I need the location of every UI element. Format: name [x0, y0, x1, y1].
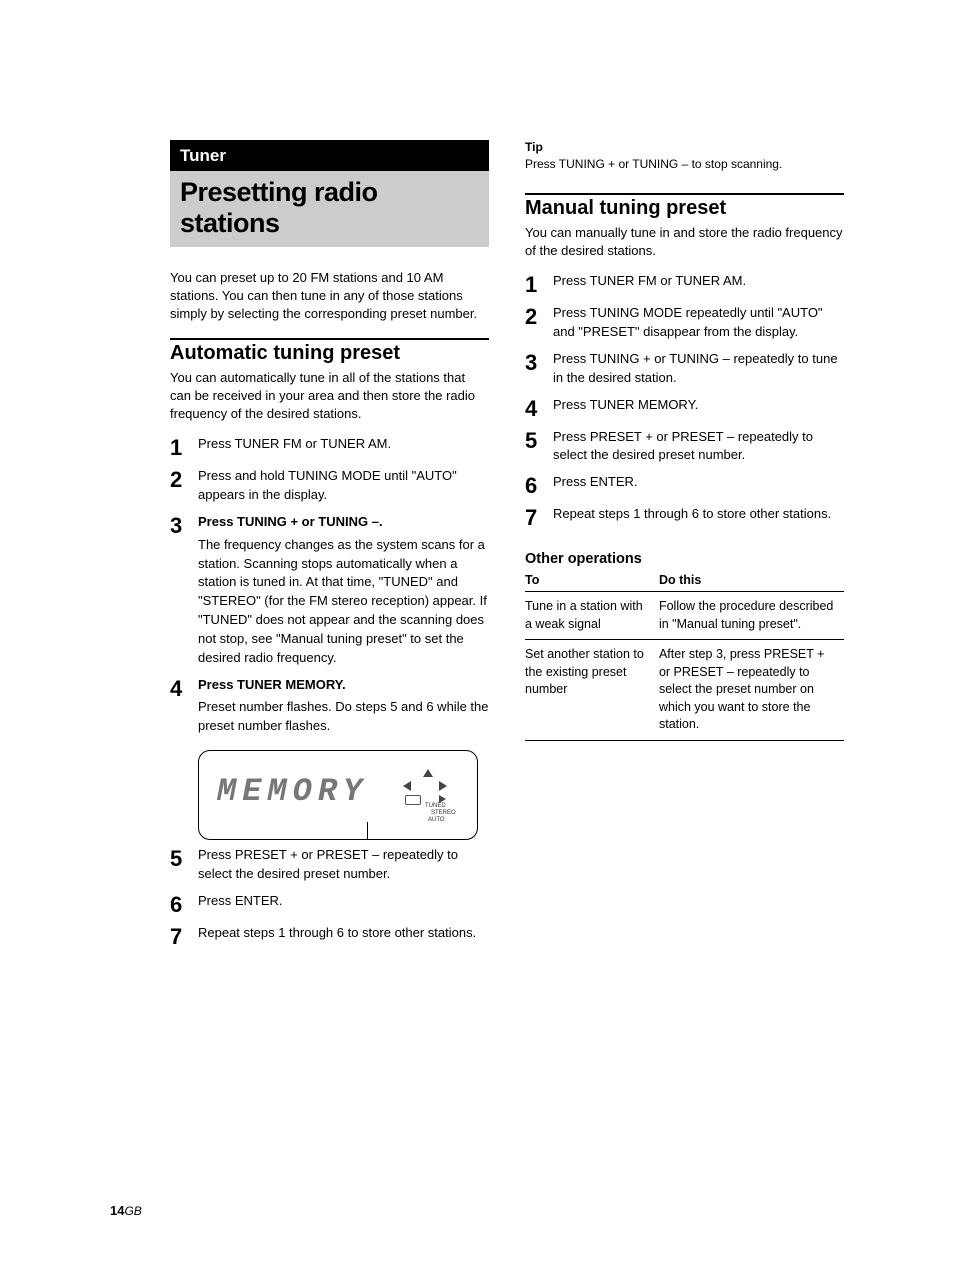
step-text: Press PRESET + or PRESET – repeatedly to…	[198, 846, 489, 884]
left-arrow-icon	[403, 781, 411, 791]
step-continuation: The frequency changes as the system scan…	[198, 536, 489, 668]
step-item: 7 Repeat steps 1 through 6 to store othe…	[170, 924, 489, 948]
steps-list-auto-cont: 5 Press PRESET + or PRESET – repeatedly …	[170, 846, 489, 948]
table-header-do: Do this	[659, 569, 844, 592]
step-item: 3 Press TUNING + or TUNING –. The freque…	[170, 513, 489, 668]
table-cell: Set another station to the existing pres…	[525, 640, 659, 741]
step-number: 6	[170, 892, 198, 916]
up-arrow-icon	[423, 769, 433, 777]
other-operations-table: To Do this Tune in a station with a weak…	[525, 569, 844, 741]
page-number-suffix: GB	[124, 1204, 141, 1218]
manual-page: Tuner Presetting radio stations You can …	[0, 0, 954, 1270]
tip-label: Tip	[525, 140, 844, 154]
table-cell: After step 3, press PRESET + or PRESET –…	[659, 640, 844, 741]
step-item: 1 Press TUNER FM or TUNER AM.	[170, 435, 489, 459]
intro-paragraph: You can preset up to 20 FM stations and …	[170, 269, 489, 324]
step-item: 4 Press TUNER MEMORY.	[525, 396, 844, 420]
step-text: Repeat steps 1 through 6 to store other …	[553, 505, 844, 529]
display-text: MEMORY	[217, 773, 368, 810]
step-number: 4	[525, 396, 553, 420]
left-column: Tuner Presetting radio stations You can …	[170, 140, 489, 956]
tape-icon	[405, 795, 421, 805]
step-item: 2 Press TUNING MODE repeatedly until "AU…	[525, 304, 844, 342]
table-row: Set another station to the existing pres…	[525, 640, 844, 741]
step-item: 6 Press ENTER.	[525, 473, 844, 497]
step-item: 3 Press TUNING + or TUNING – repeatedly …	[525, 350, 844, 388]
step-text: Press TUNING MODE repeatedly until "AUTO…	[553, 304, 844, 342]
steps-list-auto: 1 Press TUNER FM or TUNER AM. 2 Press an…	[170, 435, 489, 736]
display-indicators: TUNED STEREO AUTO	[395, 769, 455, 823]
other-operations-heading: Other operations	[525, 551, 844, 567]
step-number: 4	[170, 676, 198, 737]
divider	[525, 193, 844, 195]
step-number: 1	[525, 272, 553, 296]
step-number: 3	[525, 350, 553, 388]
step-number: 7	[170, 924, 198, 948]
step-item: 5 Press PRESET + or PRESET – repeatedly …	[525, 428, 844, 466]
table-cell: Tune in a station with a weak signal	[525, 592, 659, 640]
table-header-row: To Do this	[525, 569, 844, 592]
step-text: Press TUNER MEMORY.	[553, 396, 844, 420]
step-number: 7	[525, 505, 553, 529]
subsection-intro: You can manually tune in and store the r…	[525, 224, 844, 260]
step-text: Press TUNER FM or TUNER AM.	[198, 435, 489, 459]
step-text: Press ENTER.	[198, 892, 489, 916]
step-main: Press TUNING + or TUNING –.	[198, 514, 383, 529]
step-text: Press TUNING + or TUNING – repeatedly to…	[553, 350, 844, 388]
step-number: 3	[170, 513, 198, 668]
two-column-layout: Tuner Presetting radio stations You can …	[170, 140, 844, 956]
steps-list-manual: 1 Press TUNER FM or TUNER AM. 2 Press TU…	[525, 272, 844, 529]
lcd-display-illustration: MEMORY TUNED STEREO AUTO	[198, 750, 478, 840]
play-icon	[439, 795, 446, 803]
divider	[170, 338, 489, 340]
page-number: 14GB	[110, 1203, 142, 1218]
subsection-heading-manual: Manual tuning preset	[525, 197, 844, 220]
label-stereo: STEREO	[431, 810, 456, 817]
table-cell: Follow the procedure described in "Manua…	[659, 592, 844, 640]
step-item: 7 Repeat steps 1 through 6 to store othe…	[525, 505, 844, 529]
step-text: Press TUNER FM or TUNER AM.	[553, 272, 844, 296]
step-main: Press TUNER MEMORY.	[198, 677, 346, 692]
step-item: 4 Press TUNER MEMORY. Preset number flas…	[170, 676, 489, 737]
step-text: Press and hold TUNING MODE until "AUTO" …	[198, 467, 489, 505]
step-text: Repeat steps 1 through 6 to store other …	[198, 924, 489, 948]
step-continuation: Preset number flashes. Do steps 5 and 6 …	[198, 698, 489, 736]
step-number: 5	[170, 846, 198, 884]
section-tab: Tuner	[170, 140, 489, 171]
label-auto: AUTO	[428, 817, 456, 824]
subsection-intro: You can automatically tune in all of the…	[170, 369, 489, 424]
step-number: 5	[525, 428, 553, 466]
page-title: Presetting radio stations	[180, 177, 479, 239]
callout-line	[367, 822, 368, 840]
step-text: Press TUNER MEMORY. Preset number flashe…	[198, 676, 489, 737]
label-tuned: TUNED	[425, 803, 456, 810]
step-number: 2	[525, 304, 553, 342]
table-header-to: To	[525, 569, 659, 592]
tip-text: Press TUNING + or TUNING – to stop scann…	[525, 156, 844, 173]
step-text: Press ENTER.	[553, 473, 844, 497]
step-text: Press PRESET + or PRESET – repeatedly to…	[553, 428, 844, 466]
step-number: 2	[170, 467, 198, 505]
page-number-value: 14	[110, 1203, 124, 1218]
step-item: 6 Press ENTER.	[170, 892, 489, 916]
title-bar: Presetting radio stations	[170, 171, 489, 247]
step-item: 1 Press TUNER FM or TUNER AM.	[525, 272, 844, 296]
step-number: 6	[525, 473, 553, 497]
display-status-labels: TUNED STEREO AUTO	[425, 803, 456, 824]
right-arrow-icon	[439, 781, 447, 791]
step-number: 1	[170, 435, 198, 459]
step-item: 2 Press and hold TUNING MODE until "AUTO…	[170, 467, 489, 505]
subsection-heading-auto: Automatic tuning preset	[170, 342, 489, 365]
table-row: Tune in a station with a weak signal Fol…	[525, 592, 844, 640]
step-item: 5 Press PRESET + or PRESET – repeatedly …	[170, 846, 489, 884]
right-column: Tip Press TUNING + or TUNING – to stop s…	[525, 140, 844, 956]
step-text: Press TUNING + or TUNING –. The frequenc…	[198, 513, 489, 668]
